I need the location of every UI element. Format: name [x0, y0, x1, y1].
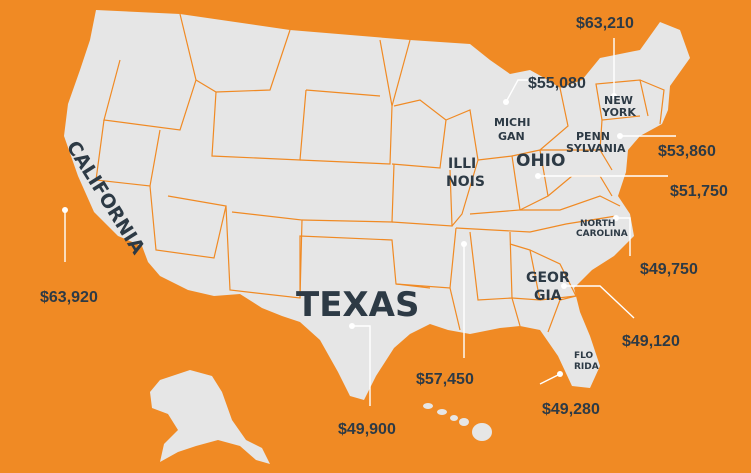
leader-north-carolina [616, 217, 631, 256]
us-landmass [64, 10, 690, 400]
state-label-texas: TEXAS [296, 285, 419, 325]
state-label-georgia-line2: GIA [534, 288, 562, 304]
amount-texas: $49,900 [338, 421, 396, 438]
state-label-pennsylvania-line1: PENN [576, 130, 610, 143]
state-label-michigan-line1: MICHI [494, 116, 530, 129]
dot-illinois [461, 241, 467, 247]
amount-new-york: $63,210 [576, 15, 634, 32]
leader-texas [352, 325, 371, 406]
dot-michigan [503, 99, 509, 105]
dot-california [62, 207, 68, 213]
leader-georgia [564, 285, 635, 319]
dot-new-york [611, 93, 617, 99]
dot-ohio [535, 173, 541, 179]
state-label-illinois-line2: NOIS [446, 174, 485, 190]
amount-georgia: $49,120 [622, 333, 680, 350]
dot-texas [349, 323, 355, 329]
leader-florida [539, 373, 561, 385]
amount-illinois: $57,450 [416, 371, 474, 388]
amount-pennsylvania: $53,860 [658, 143, 716, 160]
state-label-pennsylvania-line2: SYLVANIA [566, 142, 626, 155]
amount-florida: $49,280 [542, 401, 600, 418]
leader-michigan [505, 79, 528, 103]
amount-north-carolina: $49,750 [640, 261, 698, 278]
state-label-ohio: OHIO [516, 151, 565, 171]
dot-north-carolina [613, 215, 619, 221]
dot-florida [557, 371, 563, 377]
state-label-north-carolina-line2: CAROLINA [576, 229, 628, 239]
state-label-new-york-line1: NEW [604, 94, 633, 107]
hawaii [423, 403, 492, 441]
alaska [150, 370, 270, 464]
state-label-florida-line1: FLO [574, 351, 594, 361]
leaders [62, 38, 676, 406]
amount-michigan: $55,080 [528, 75, 586, 92]
state-label-georgia-line1: GEOR [526, 270, 570, 286]
state-label-north-carolina-line1: NORTH [580, 219, 615, 229]
dot-georgia [561, 283, 567, 289]
amount-california: $63,920 [40, 289, 98, 306]
state-label-michigan-line2: GAN [498, 130, 525, 143]
state-label-illinois-line1: ILLI [448, 156, 476, 172]
state-label-new-york-line2: YORK [601, 106, 636, 119]
amount-ohio: $51,750 [670, 183, 728, 200]
dot-pennsylvania [617, 133, 623, 139]
state-label-florida-line2: RIDA [574, 362, 599, 372]
state-borders [95, 13, 665, 333]
